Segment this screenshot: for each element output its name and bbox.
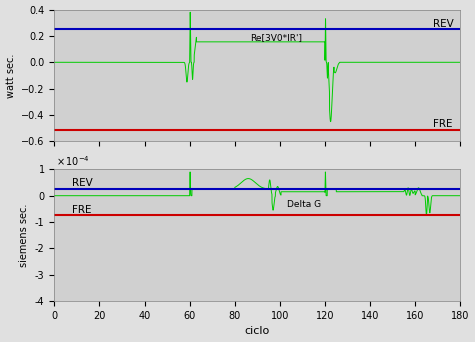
Text: Delta G: Delta G [286, 200, 321, 209]
Y-axis label: siemens sec.: siemens sec. [19, 203, 29, 267]
Text: REV: REV [72, 179, 93, 188]
Text: FRE: FRE [72, 205, 92, 215]
Text: FRE: FRE [433, 119, 453, 129]
Text: $\times\,10^{-4}$: $\times\,10^{-4}$ [57, 154, 90, 168]
X-axis label: ciclo: ciclo [245, 327, 270, 337]
Y-axis label: watt sec.: watt sec. [6, 53, 16, 98]
Text: REV: REV [433, 19, 454, 29]
Text: Re[3V0*IR']: Re[3V0*IR'] [250, 33, 303, 42]
